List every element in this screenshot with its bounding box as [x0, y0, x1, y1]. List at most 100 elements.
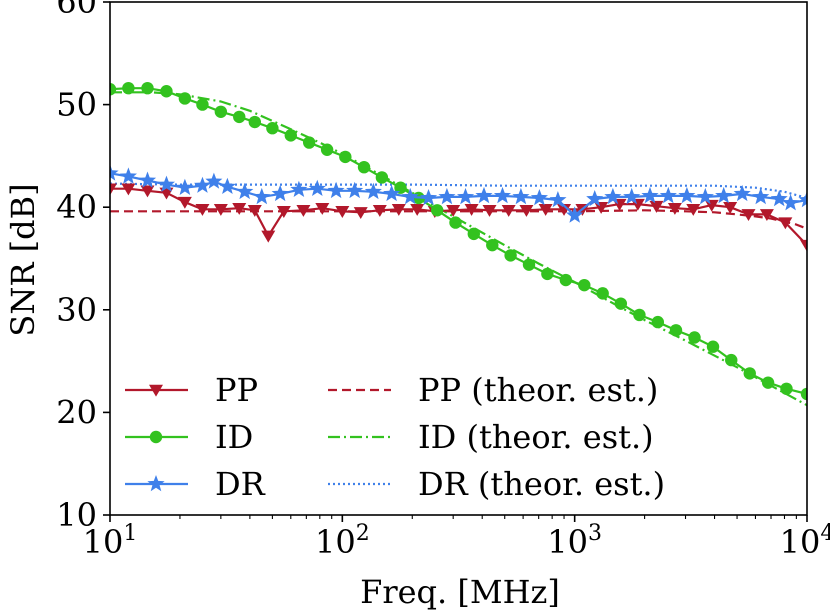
- data-point-pp: [410, 204, 425, 216]
- data-point-dr: [346, 181, 364, 199]
- data-point-pp: [482, 205, 497, 217]
- data-point-dr: [641, 186, 659, 204]
- legend-marker-dr: [147, 475, 165, 492]
- data-point-id: [559, 273, 573, 287]
- data-point-pp: [667, 202, 682, 215]
- data-point-pp: [759, 209, 774, 222]
- x-tick-label: 103: [547, 521, 602, 561]
- data-point-id: [302, 136, 316, 149]
- x-tick-label: 104: [780, 521, 830, 561]
- y-axis-label: SNR [dB]: [4, 183, 42, 336]
- data-point-id: [233, 110, 246, 124]
- series-pp-theor-est: [110, 209, 807, 230]
- x-tick-label: 101: [83, 521, 138, 561]
- data-point-id: [651, 315, 665, 329]
- data-point-pp: [649, 200, 664, 213]
- data-point-id: [394, 181, 407, 194]
- data-point-dr: [752, 187, 770, 205]
- data-point-id: [266, 121, 279, 135]
- data-point-id: [430, 204, 444, 217]
- data-point-id: [578, 278, 591, 292]
- data-point-id: [761, 376, 775, 389]
- data-point-pp: [353, 207, 368, 219]
- data-point-pp: [121, 183, 136, 196]
- data-point-id: [320, 143, 334, 156]
- data-point-id: [467, 227, 480, 241]
- legend-marker-pp: [149, 384, 163, 397]
- series-id-theor-est: [110, 91, 807, 407]
- data-point-dr: [253, 187, 271, 205]
- data-point-id: [122, 81, 135, 95]
- data-point-dr: [782, 194, 800, 211]
- data-point-id: [248, 115, 262, 129]
- data-point-dr: [457, 187, 475, 205]
- data-point-id: [160, 85, 173, 98]
- data-point-pp: [335, 206, 350, 218]
- data-point-pp: [501, 205, 516, 217]
- data-point-id: [743, 367, 756, 380]
- data-point-pp: [195, 204, 210, 216]
- data-point-dr: [271, 184, 289, 202]
- legend-frame: [118, 370, 680, 508]
- data-point-dr: [110, 164, 119, 181]
- data-point-id: [196, 98, 209, 111]
- data-point-id: [669, 324, 683, 337]
- series-dr-theor-est: [110, 182, 807, 200]
- data-point-dr: [678, 186, 696, 204]
- data-point-pp: [261, 230, 276, 243]
- data-point-pp: [391, 204, 406, 216]
- y-tick-label: 10: [56, 496, 97, 534]
- legend-label-id: ID: [215, 418, 253, 456]
- series-line-dr-theor-est: [110, 182, 807, 200]
- data-point-dr: [566, 206, 584, 223]
- data-point-dr: [586, 190, 604, 207]
- data-point-pp: [704, 199, 719, 212]
- data-point-id: [596, 287, 609, 300]
- data-point-dr: [383, 184, 401, 202]
- legend-label-dr: DR: [215, 465, 266, 503]
- data-point-dr: [218, 177, 236, 194]
- data-point-pp: [778, 217, 793, 230]
- data-point-id: [522, 258, 536, 271]
- data-point-dr: [119, 167, 137, 184]
- data-point-dr: [733, 184, 751, 202]
- data-point-id: [339, 150, 352, 164]
- x-tick-label: 102: [315, 521, 370, 561]
- data-point-pp: [276, 206, 291, 218]
- data-point-pp: [686, 204, 701, 216]
- data-point-pp: [110, 183, 117, 196]
- data-point-id: [178, 92, 192, 105]
- data-point-dr: [176, 178, 194, 195]
- legend-label-dr-theor-est: DR (theor. est.): [418, 465, 665, 503]
- data-point-id: [375, 171, 389, 184]
- data-point-pp: [464, 204, 479, 216]
- data-point-id: [357, 160, 371, 174]
- data-point-id: [541, 267, 554, 281]
- data-point-id: [141, 81, 154, 95]
- legend: PP ID DR PP (theor. est.) ID (theor. est.) DR…: [118, 370, 680, 508]
- legend-label-id-theor-est: ID (theor. est.): [418, 418, 654, 456]
- y-tick-label: 30: [56, 291, 97, 329]
- data-point-pp: [741, 209, 756, 222]
- data-point-dr: [308, 179, 326, 196]
- data-point-id: [780, 382, 793, 396]
- data-point-dr: [798, 191, 807, 208]
- series-line-id-theor-est: [110, 91, 807, 407]
- data-point-dr: [715, 186, 733, 204]
- legend-marker-id: [149, 430, 163, 444]
- data-point-dr: [604, 187, 622, 205]
- data-point-dr: [530, 189, 548, 206]
- y-tick-label: 50: [56, 86, 97, 124]
- data-point-id: [110, 83, 117, 96]
- data-point-id: [504, 249, 517, 262]
- x-axis-label: Freq. [MHz]: [360, 573, 560, 611]
- data-point-dr: [364, 182, 382, 200]
- data-point-dr: [290, 180, 308, 197]
- data-point-pp: [140, 185, 155, 198]
- data-point-pp: [800, 239, 807, 252]
- data-point-dr: [205, 172, 223, 189]
- data-point-dr: [475, 186, 493, 204]
- data-point-id: [486, 238, 499, 252]
- data-point-dr: [512, 187, 530, 205]
